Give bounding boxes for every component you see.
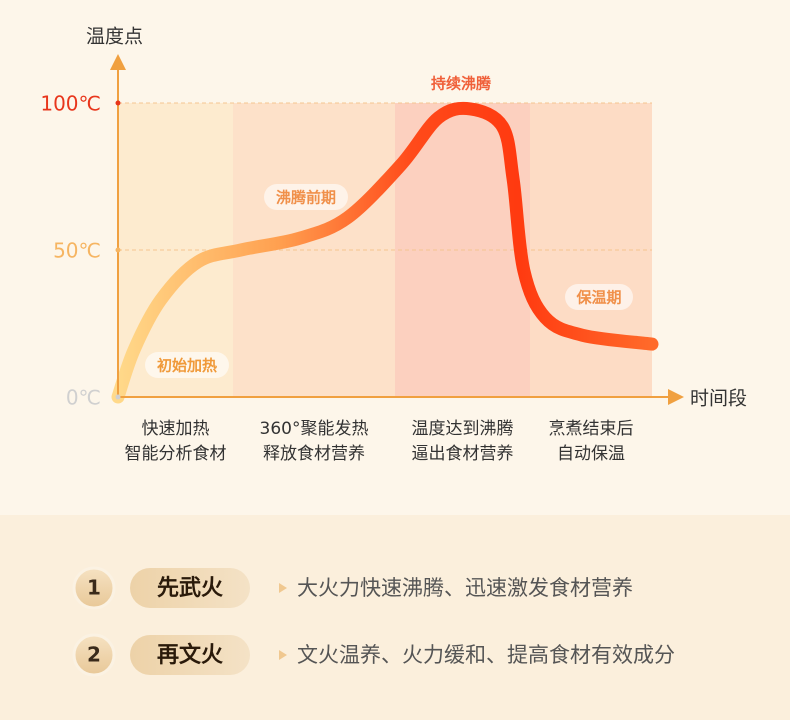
bullet-arrow (279, 650, 287, 660)
tick-dot (115, 100, 121, 106)
x-tick-label: 烹煮结束后 (549, 418, 634, 439)
phase-label: 持续沸腾 (431, 75, 492, 93)
mode-number: 2 (87, 643, 101, 667)
mode-name: 先武火 (157, 576, 223, 601)
y-axis-label: 温度点 (86, 26, 143, 48)
y-tick-label: 50℃ (53, 239, 101, 263)
bullet-arrow (279, 583, 287, 593)
mode-description: 大火力快速沸腾、迅速激发食材营养 (297, 576, 633, 600)
phase-pill (145, 352, 229, 378)
mode-number: 1 (87, 576, 101, 600)
x-tick-label: 温度达到沸腾 (412, 419, 514, 439)
bottom-panel (0, 515, 790, 720)
mode-pill (130, 635, 250, 675)
tick-dot (115, 394, 121, 400)
phase-label: 保温期 (575, 289, 621, 307)
x-axis-label: 时间段 (690, 388, 747, 410)
phase-label: 初始加热 (157, 357, 217, 375)
phase-label: 沸腾前期 (276, 189, 336, 207)
temperature-curve (111, 101, 659, 404)
y-tick-label: 0℃ (66, 386, 101, 410)
phase-pill (565, 284, 633, 310)
mode-description: 文火温养、火力缓和、提高食材有效成分 (297, 643, 675, 667)
phase-pill (264, 184, 348, 210)
tick-dot (115, 247, 121, 253)
x-tick-label: 快速加热 (142, 419, 210, 439)
mode-number-badge (72, 633, 116, 677)
y-tick-label: 100℃ (40, 92, 101, 116)
x-tick-label: 360°聚能发热 (260, 419, 369, 439)
x-tick-label: 智能分析食材 (125, 444, 227, 464)
mode-number-badge (72, 566, 116, 610)
x-tick-label: 释放食材营养 (263, 444, 365, 464)
x-tick-label: 逼出食材营养 (412, 444, 514, 464)
mode-pill (130, 568, 250, 608)
plot (111, 101, 659, 404)
x-tick-label: 自动保温 (557, 444, 625, 464)
mode-name: 再文火 (157, 642, 223, 668)
